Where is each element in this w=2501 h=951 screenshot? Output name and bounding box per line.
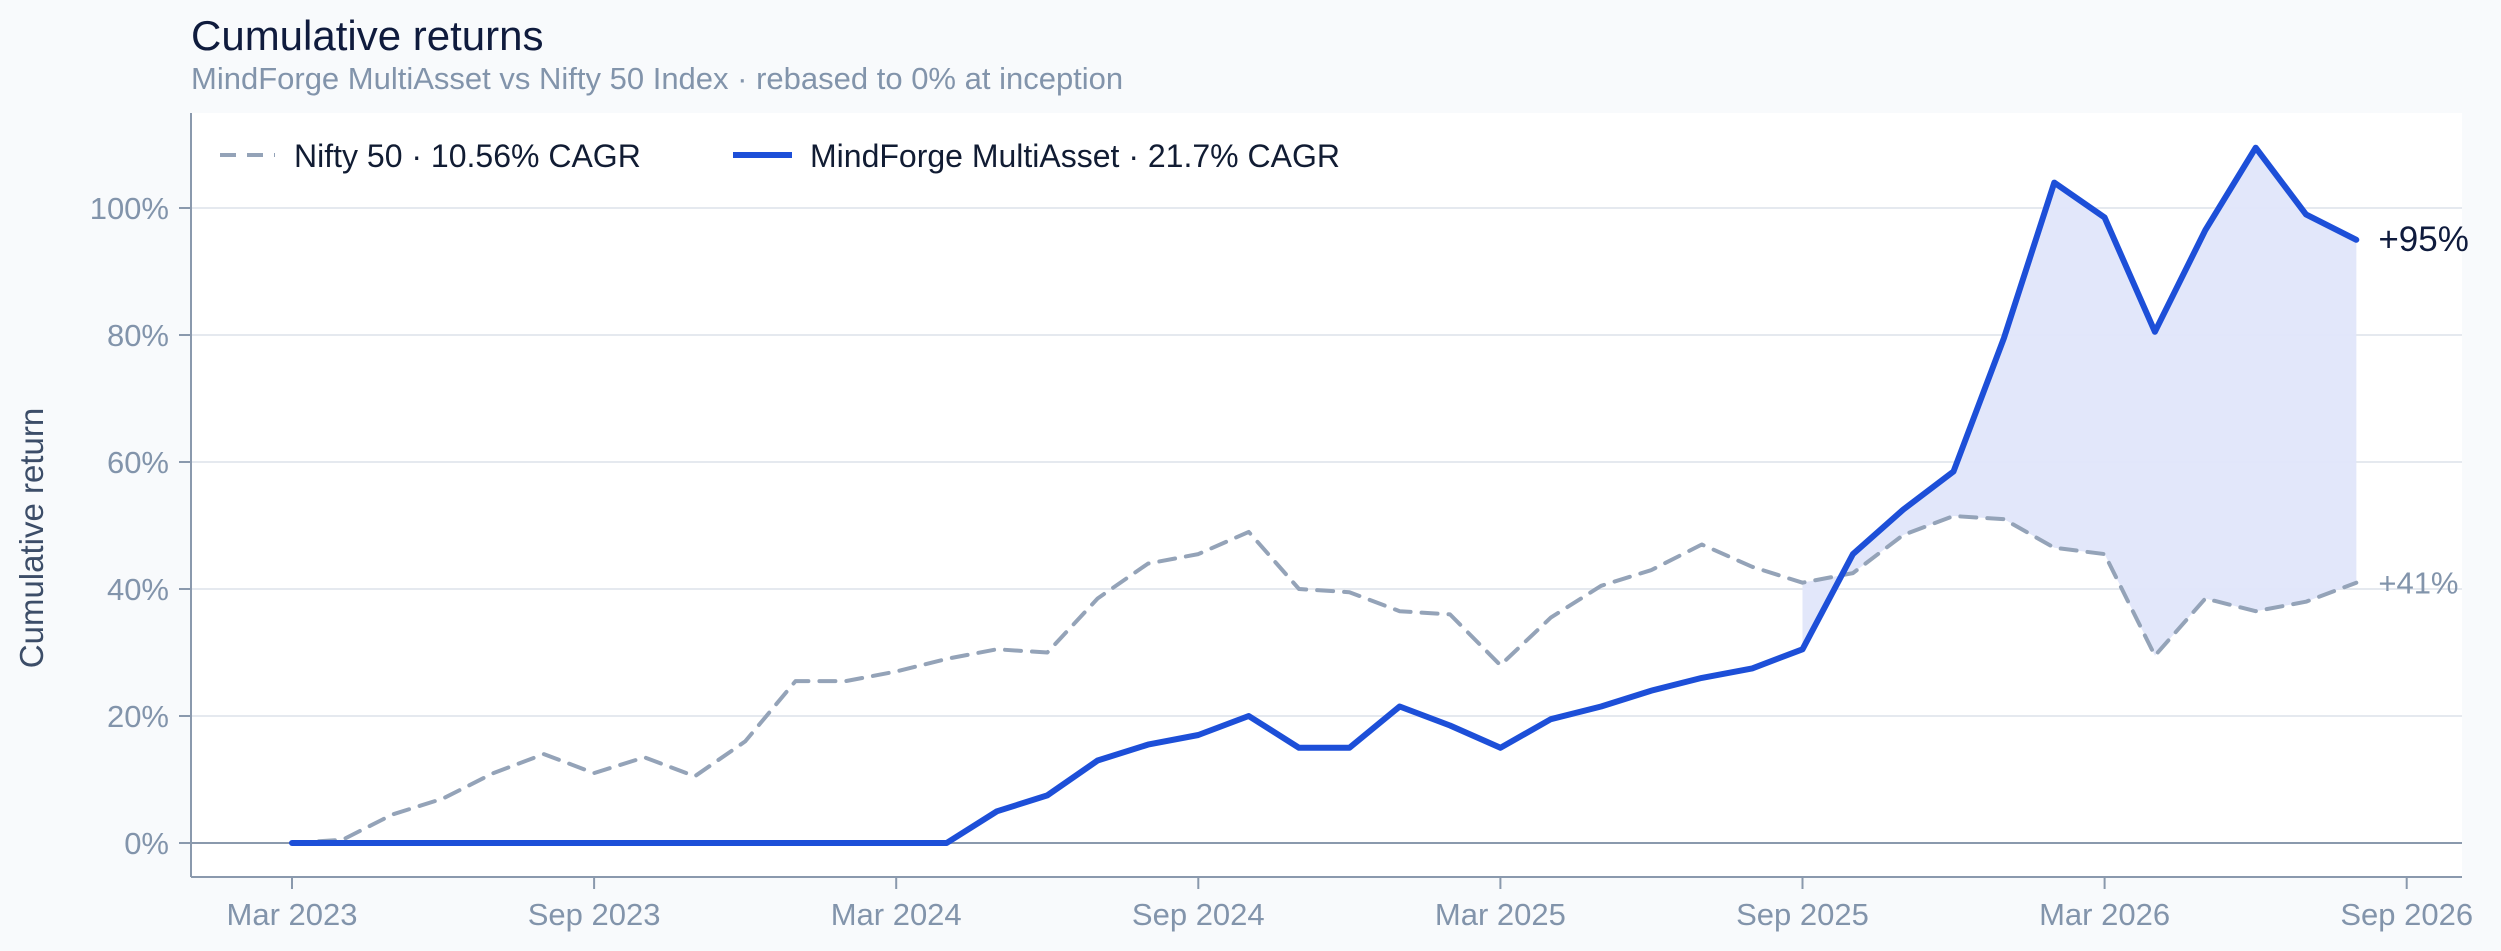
end-label-nifty: +41% [2378,566,2458,601]
series-line-nifty [290,514,2359,845]
legend-label-mindforge: MindForge MultiAsset · 21.7% CAGR [810,138,1340,174]
y-tick-label: 80% [107,318,169,353]
y-tick-label: 60% [107,445,169,480]
end-label-mindforge: +95% [2378,220,2469,259]
x-tick-label: Sep 2023 [528,897,661,932]
legend: Nifty 50 · 10.56% CAGR MindForge MultiAs… [220,138,1340,174]
y-tick-label: 20% [107,699,169,734]
tick-labels: 0% 20% 40% 60% 80% 100% Mar 2023 Sep 2023 Mar 20… [90,191,2473,932]
y-tick-label: 100% [90,191,169,226]
chart-subtitle: MindForge MultiAsset vs Nifty 50 Index ·… [191,61,1123,96]
legend-label-nifty: Nifty 50 · 10.56% CAGR [294,138,641,174]
x-tick-label: Mar 2026 [2039,897,2170,932]
y-tick-label: 0% [124,826,169,861]
outperformance-area [1802,147,2357,656]
x-tick-label: Sep 2024 [1132,897,1265,932]
outperformance-fill [1802,147,2357,656]
x-tick-label: Sep 2026 [2340,897,2473,932]
series-lines [289,144,2360,846]
y-tick-label: 40% [107,572,169,607]
x-tick-label: Mar 2023 [227,897,358,932]
x-tick-label: Sep 2025 [1736,897,1869,932]
series-line-mindforge [289,144,2360,846]
x-tick-label: Mar 2025 [1435,897,1566,932]
x-tick-label: Mar 2024 [831,897,962,932]
y-axis-title: Cumulative return [13,408,50,668]
chart-title: Cumulative returns [191,12,543,59]
